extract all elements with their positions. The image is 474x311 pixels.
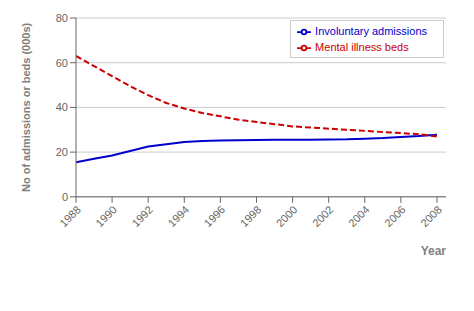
- svg-text:60: 60: [56, 57, 68, 69]
- svg-text:1994: 1994: [165, 203, 191, 229]
- svg-text:No of admissions or beds (000s: No of admissions or beds (000s): [20, 22, 32, 192]
- html-text:Mental illness beds: Mental illness beds: [315, 41, 409, 54]
- svg-text:1988: 1988: [57, 203, 83, 229]
- svg-text:80: 80: [56, 12, 68, 24]
- svg-text:2008: 2008: [418, 203, 444, 229]
- svg-text:2000: 2000: [274, 203, 300, 229]
- svg-text:1998: 1998: [238, 203, 264, 229]
- svg-text:Year: Year: [421, 244, 447, 258]
- svg-text:0: 0: [62, 191, 68, 203]
- svg-text:2004: 2004: [346, 203, 372, 229]
- svg-text:2006: 2006: [382, 203, 408, 229]
- html-text:Involuntary admissions: Involuntary admissions: [315, 25, 427, 37]
- svg-text:1992: 1992: [129, 203, 155, 229]
- svg-text:1996: 1996: [202, 203, 228, 229]
- svg-text:1990: 1990: [93, 203, 119, 229]
- svg-text:20: 20: [56, 146, 68, 158]
- svg-text:40: 40: [56, 101, 68, 113]
- svg-text:2002: 2002: [310, 203, 336, 229]
